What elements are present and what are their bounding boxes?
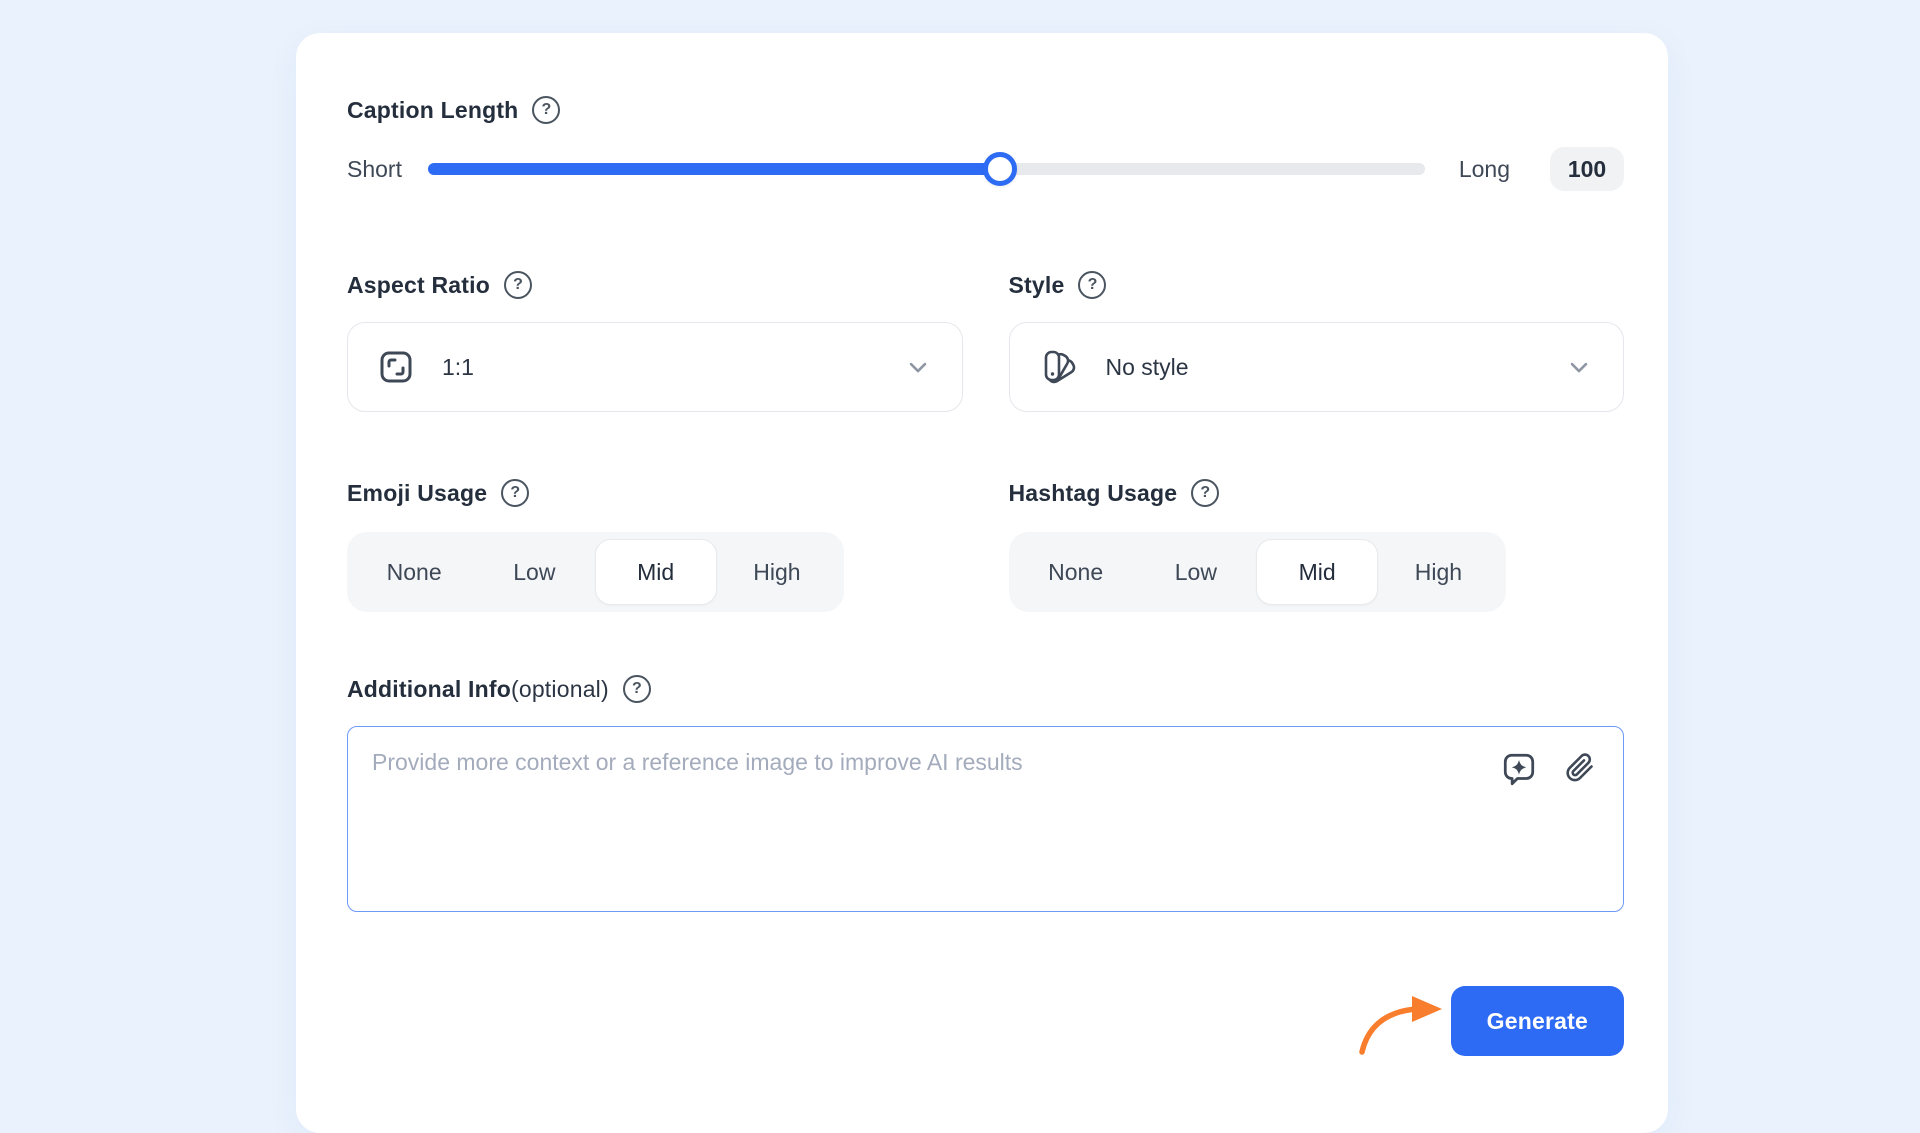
emoji-option-low[interactable]: Low	[513, 558, 556, 585]
hashtag-option-mid[interactable]: Mid	[1256, 539, 1379, 605]
hashtag-usage-segmented-control: None Low Mid High	[1008, 532, 1506, 612]
ai-prompt-bubble-button[interactable]	[1500, 750, 1538, 791]
aspect-ratio-section: Aspect Ratio ? 1:1	[347, 270, 963, 412]
style-label: Style	[1008, 271, 1065, 298]
style-swatches-icon	[1040, 348, 1078, 386]
aspect-ratio-help-icon[interactable]: ?	[503, 271, 532, 299]
aspect-ratio-select[interactable]: 1:1	[347, 322, 963, 412]
chevron-down-icon	[1565, 353, 1593, 381]
hashtag-option-high[interactable]: High	[1414, 558, 1463, 585]
additional-info-textarea[interactable]	[347, 726, 1624, 912]
caption-length-help-icon[interactable]: ?	[532, 96, 561, 124]
hashtag-option-low[interactable]: Low	[1174, 558, 1217, 585]
footer-row: Generate	[347, 986, 1624, 1056]
paperclip-icon	[1562, 752, 1596, 789]
hashtag-usage-help-icon[interactable]: ?	[1191, 479, 1220, 507]
emoji-option-high[interactable]: High	[753, 558, 801, 585]
emoji-option-none[interactable]: None	[386, 558, 442, 585]
aspect-ratio-value: 1:1	[442, 353, 474, 380]
emoji-option-mid[interactable]: Mid	[594, 539, 717, 605]
hashtag-option-none[interactable]: None	[1048, 558, 1104, 585]
slider-min-label: Short	[347, 155, 402, 182]
additional-info-label: Additional Info(optional)	[347, 675, 609, 702]
slider-thumb[interactable]	[983, 152, 1018, 186]
sparkle-comment-icon	[1500, 750, 1538, 791]
aspect-ratio-label: Aspect Ratio	[347, 271, 490, 298]
usage-row: Emoji Usage ? None Low Mid High Hashtag …	[347, 478, 1624, 612]
textarea-actions	[1500, 750, 1596, 791]
emoji-usage-section: Emoji Usage ? None Low Mid High	[347, 478, 963, 612]
style-section: Style ? No style	[1008, 270, 1624, 412]
style-help-icon[interactable]: ?	[1078, 271, 1107, 299]
additional-info-field-wrap	[347, 726, 1624, 912]
caption-length-slider-row: Short Long 100	[347, 147, 1624, 191]
caption-length-value-badge: 100	[1550, 147, 1624, 191]
chevron-down-icon	[904, 353, 932, 381]
additional-info-help-icon[interactable]: ?	[622, 675, 651, 703]
caption-settings-card: Caption Length ? Short Long 100 Aspect R…	[296, 33, 1668, 1133]
emoji-usage-label: Emoji Usage	[347, 479, 488, 506]
aspect-ratio-icon	[378, 349, 414, 385]
emoji-usage-segmented-control: None Low Mid High	[347, 532, 844, 612]
selects-row: Aspect Ratio ? 1:1	[347, 270, 1624, 412]
slider-max-label: Long	[1458, 155, 1510, 182]
slider-fill	[427, 163, 1001, 175]
attach-file-button[interactable]	[1562, 752, 1596, 789]
hashtag-usage-label: Hashtag Usage	[1008, 479, 1178, 506]
hashtag-usage-section: Hashtag Usage ? None Low Mid High	[1008, 478, 1625, 612]
caption-length-label-row: Caption Length ?	[347, 95, 1624, 125]
style-select[interactable]: No style	[1008, 322, 1624, 412]
hand-drawn-arrow-icon	[1354, 988, 1446, 1063]
emoji-usage-help-icon[interactable]: ?	[501, 479, 530, 507]
style-value: No style	[1105, 353, 1189, 380]
caption-length-label: Caption Length	[347, 96, 519, 123]
additional-info-optional: (optional)	[510, 675, 609, 702]
generate-button[interactable]: Generate	[1450, 986, 1624, 1056]
caption-length-slider[interactable]	[427, 152, 1425, 186]
additional-info-label-row: Additional Info(optional) ?	[347, 674, 1624, 704]
